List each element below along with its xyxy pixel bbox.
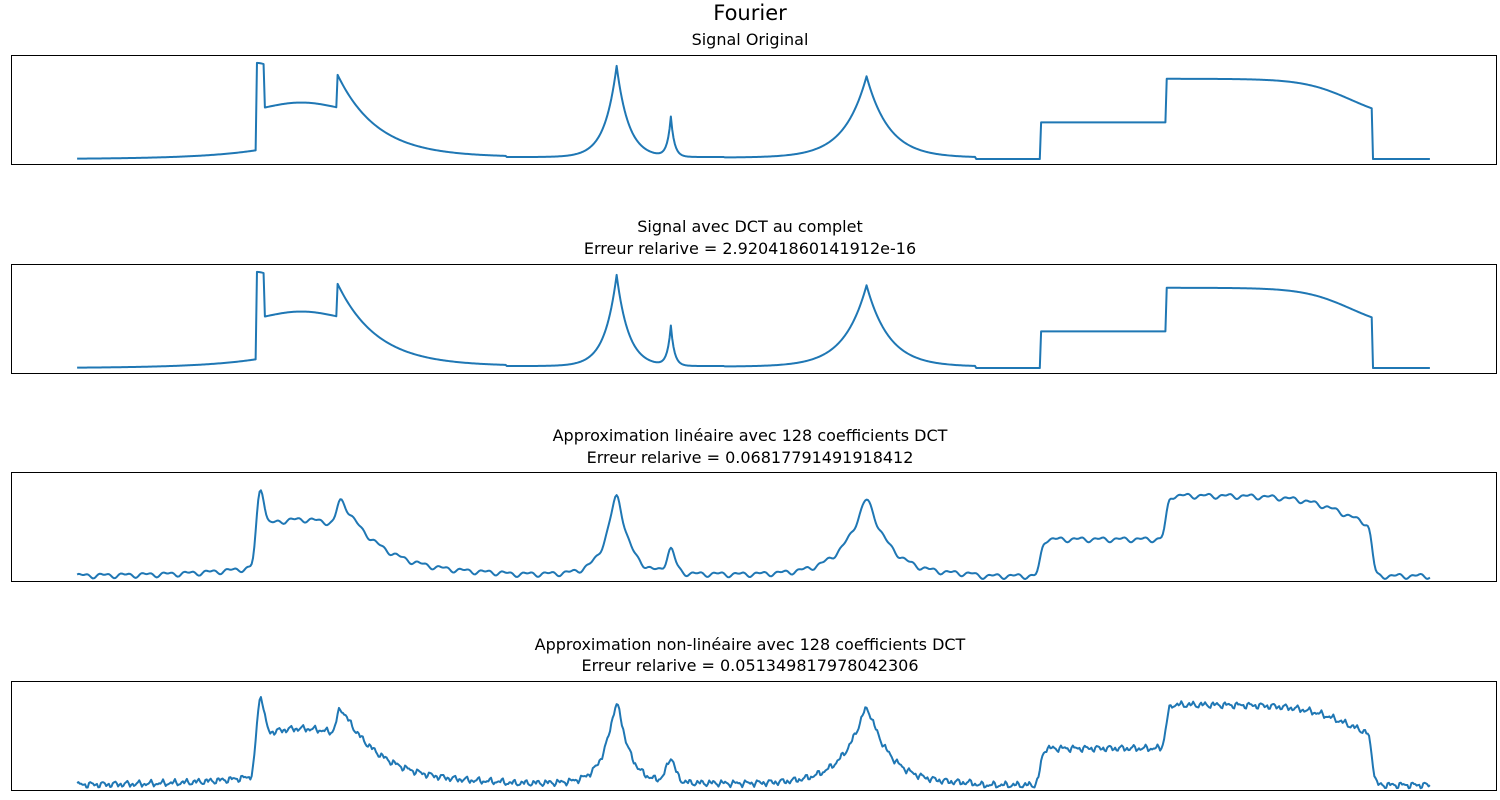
panel-2 <box>11 264 1497 374</box>
panel-2-frame <box>11 264 1497 374</box>
panel-3-frame <box>11 472 1497 582</box>
panel-3-title: Approximation linéaire avec 128 coeffici… <box>552 426 948 445</box>
panel-4 <box>11 681 1497 791</box>
panel-3-subtitle: Erreur relarive = 0.06817791491918412 <box>586 448 914 467</box>
panel-4-title: Approximation non-linéaire avec 128 coef… <box>534 635 966 654</box>
figure-suptitle: Fourier <box>713 1 787 25</box>
panel-3-series-line <box>76 489 1431 580</box>
panel-1 <box>11 55 1497 165</box>
panel-4-series-line <box>76 696 1431 790</box>
panel-2-subtitle: Erreur relarive = 2.92041860141912e-16 <box>583 239 917 258</box>
panel-3 <box>11 472 1497 582</box>
panel-4-frame <box>11 681 1497 791</box>
panel-1-series-line <box>77 61 1430 161</box>
panel-4-subtitle: Erreur relarive = 0.051349817978042306 <box>581 656 919 675</box>
panel-1-frame <box>11 55 1497 165</box>
panel-1-title: Signal Original <box>691 30 809 49</box>
panel-2-title: Signal avec DCT au complet <box>637 217 863 236</box>
panel-2-series-line <box>77 270 1430 370</box>
